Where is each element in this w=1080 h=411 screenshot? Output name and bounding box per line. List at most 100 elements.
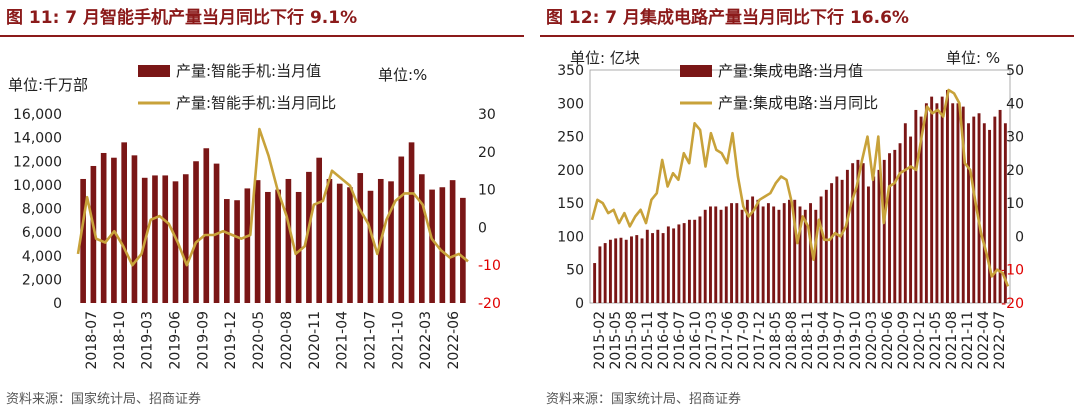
left-tick-label: 0 <box>575 296 584 312</box>
x-tick-label: 2015-08 <box>624 311 640 370</box>
bar <box>945 89 949 303</box>
left-tick-label: 0 <box>53 296 62 312</box>
bar <box>408 142 415 303</box>
right-tick-label: 0 <box>1015 229 1024 245</box>
left-tick-label: 2,000 <box>22 272 62 288</box>
left-tick-label: 8,000 <box>22 202 62 218</box>
x-tick-label: 2022-04 <box>976 311 992 370</box>
right-tick-label: 10 <box>1006 196 1024 212</box>
x-tick-label: 2022-07 <box>992 311 1008 370</box>
bar <box>856 159 860 303</box>
bar <box>603 243 607 303</box>
bar <box>244 188 251 303</box>
bar <box>709 206 712 303</box>
left-unit-label: 单位: 亿块 <box>570 49 640 67</box>
x-tick-label: 2020-09 <box>896 311 912 370</box>
left-tick-label: 16,000 <box>13 107 62 123</box>
bar <box>772 206 776 303</box>
x-tick-label: 2019-07 <box>832 311 848 370</box>
bar <box>914 109 918 303</box>
bar <box>398 156 405 303</box>
left-tick-label: 200 <box>557 163 584 179</box>
bar <box>687 219 691 303</box>
bar <box>740 209 744 303</box>
bar <box>888 153 891 303</box>
x-tick-label: 2017-03 <box>704 311 720 370</box>
bar <box>306 171 312 303</box>
bar <box>788 199 791 303</box>
bar <box>449 180 456 303</box>
bar <box>698 216 702 303</box>
bar <box>745 199 749 303</box>
bar <box>182 174 189 303</box>
bar <box>593 263 597 303</box>
bar <box>909 136 913 303</box>
legend-bar-swatch <box>680 65 712 77</box>
x-tick-label: 2021-07 <box>363 311 379 370</box>
x-tick-label: 2020-11 <box>307 311 323 370</box>
bar <box>285 178 292 303</box>
bar <box>766 203 770 303</box>
bar <box>640 238 644 303</box>
legend-bar-swatch <box>138 65 170 77</box>
x-tick-label: 2022-03 <box>418 311 434 370</box>
bar <box>814 209 818 303</box>
bar <box>840 179 844 303</box>
bar <box>598 246 602 303</box>
legend-line-label: 产量:集成电路:当月同比 <box>718 94 878 112</box>
bar <box>619 237 623 303</box>
right-tick-label: 50 <box>1006 63 1024 79</box>
x-tick-label: 2018-10 <box>112 311 128 370</box>
chart-source: 资料来源：国家统计局、招商证券 <box>6 392 202 407</box>
x-tick-label: 2020-12 <box>912 311 928 370</box>
bar <box>782 203 786 303</box>
bar <box>693 219 697 303</box>
x-tick-label: 2015-11 <box>640 311 656 370</box>
bar <box>877 169 881 303</box>
right-tick-label: -20 <box>478 296 501 312</box>
bar <box>930 96 934 303</box>
bar <box>993 116 997 303</box>
bar <box>824 189 828 303</box>
x-tick-label: 2020-03 <box>864 311 880 370</box>
chart-title: 图 11: 7 月智能手机产量当月同比下行 9.1% <box>6 8 358 28</box>
bar <box>988 129 992 303</box>
x-tick-label: 2018-08 <box>784 311 800 370</box>
bar <box>835 176 839 303</box>
bar <box>845 169 849 303</box>
bar <box>982 123 986 303</box>
bar <box>80 178 86 303</box>
left-tick-label: 4,000 <box>22 249 62 265</box>
bar <box>903 123 907 303</box>
yoy-line <box>76 127 469 267</box>
left-tick-label: 50 <box>566 263 584 279</box>
x-tick-label: 2016-04 <box>656 311 672 370</box>
right-tick-label: 10 <box>478 183 496 199</box>
bar <box>254 180 261 303</box>
left-tick-label: 350 <box>557 63 584 79</box>
bar <box>809 203 812 303</box>
left-tick-label: 250 <box>557 130 584 146</box>
bar <box>265 191 271 303</box>
x-tick-label: 2018-05 <box>768 311 784 370</box>
bar <box>924 103 928 304</box>
x-tick-label: 2019-10 <box>848 311 864 370</box>
legend-bar-label: 产量:智能手机:当月值 <box>176 62 321 80</box>
bar <box>666 226 670 303</box>
bar <box>630 236 633 303</box>
x-tick-label: 2021-08 <box>944 311 960 370</box>
bar <box>919 116 923 303</box>
bar <box>635 235 639 303</box>
bar <box>614 238 618 303</box>
bar <box>798 206 802 303</box>
bar <box>803 209 807 303</box>
bar <box>347 187 353 303</box>
bar <box>682 223 686 303</box>
x-tick-label: 2015-05 <box>608 311 624 370</box>
bar <box>972 116 976 303</box>
bar <box>624 239 628 303</box>
bar <box>661 233 665 303</box>
bar <box>651 233 655 303</box>
bar <box>951 103 955 304</box>
right-tick-label: 20 <box>1006 163 1024 179</box>
